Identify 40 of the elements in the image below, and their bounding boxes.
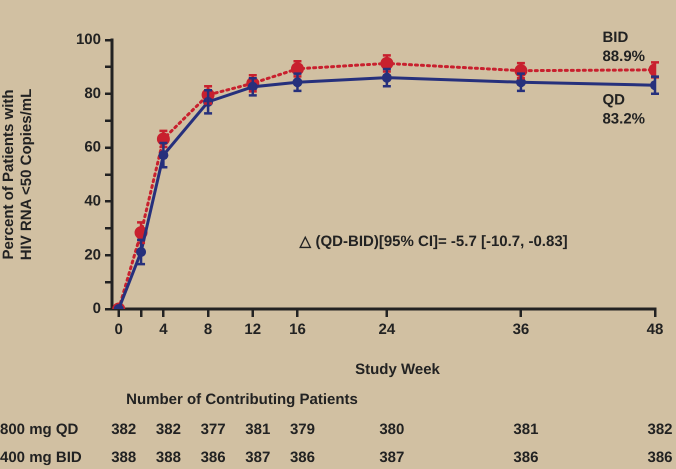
text: 387 <box>379 449 404 466</box>
y-tick-label: 20 <box>84 246 101 264</box>
series-label: QD <box>602 91 626 108</box>
series-label: BID <box>602 29 628 46</box>
y-tick-label: 100 <box>76 31 101 48</box>
text: Number of Contributing Patients <box>126 391 358 408</box>
text: 386 <box>647 449 673 466</box>
y-axis-title: Percent of Patients with HIV RNA <50 Copies/mL <box>0 88 36 260</box>
text: 388 <box>156 449 181 466</box>
text: 386 <box>200 449 226 466</box>
text: 382 <box>156 421 181 438</box>
y-tick-label: 0 <box>92 300 101 318</box>
text: 382 <box>111 421 136 438</box>
x-tick-label: 4 <box>159 321 168 338</box>
y-tick-label: 80 <box>84 84 101 102</box>
x-tick-label: 12 <box>244 321 262 338</box>
x-tick-label: 48 <box>646 321 664 338</box>
text: 386 <box>290 449 315 466</box>
y-tick-label: 60 <box>84 138 101 156</box>
y-tick-label: 40 <box>84 192 101 210</box>
text: 386 <box>513 449 538 466</box>
x-axis-title: Study Week <box>355 361 441 378</box>
text: 800 mg QD <box>0 421 79 438</box>
text: 382 <box>647 421 673 438</box>
text: 379 <box>290 421 315 438</box>
text: 381 <box>513 421 538 438</box>
x-tick-label: 24 <box>378 321 396 338</box>
x-tick-label: 0 <box>114 321 123 338</box>
text: 400 mg BID <box>0 449 82 466</box>
text: 387 <box>245 449 270 466</box>
x-tick-label: 8 <box>204 321 212 338</box>
annotation: △ (QD-BID)[95% CI]= -5.7 [-10.7, -0.83] <box>298 232 568 250</box>
text: 377 <box>200 421 226 438</box>
text: 381 <box>245 421 270 438</box>
data-label: 83.2% <box>602 110 646 128</box>
x-tick-label: 16 <box>289 321 306 338</box>
data-label: 88.9% <box>602 48 646 65</box>
text: 388 <box>111 449 136 466</box>
x-tick-label: 36 <box>512 321 530 338</box>
text: 380 <box>379 421 404 438</box>
